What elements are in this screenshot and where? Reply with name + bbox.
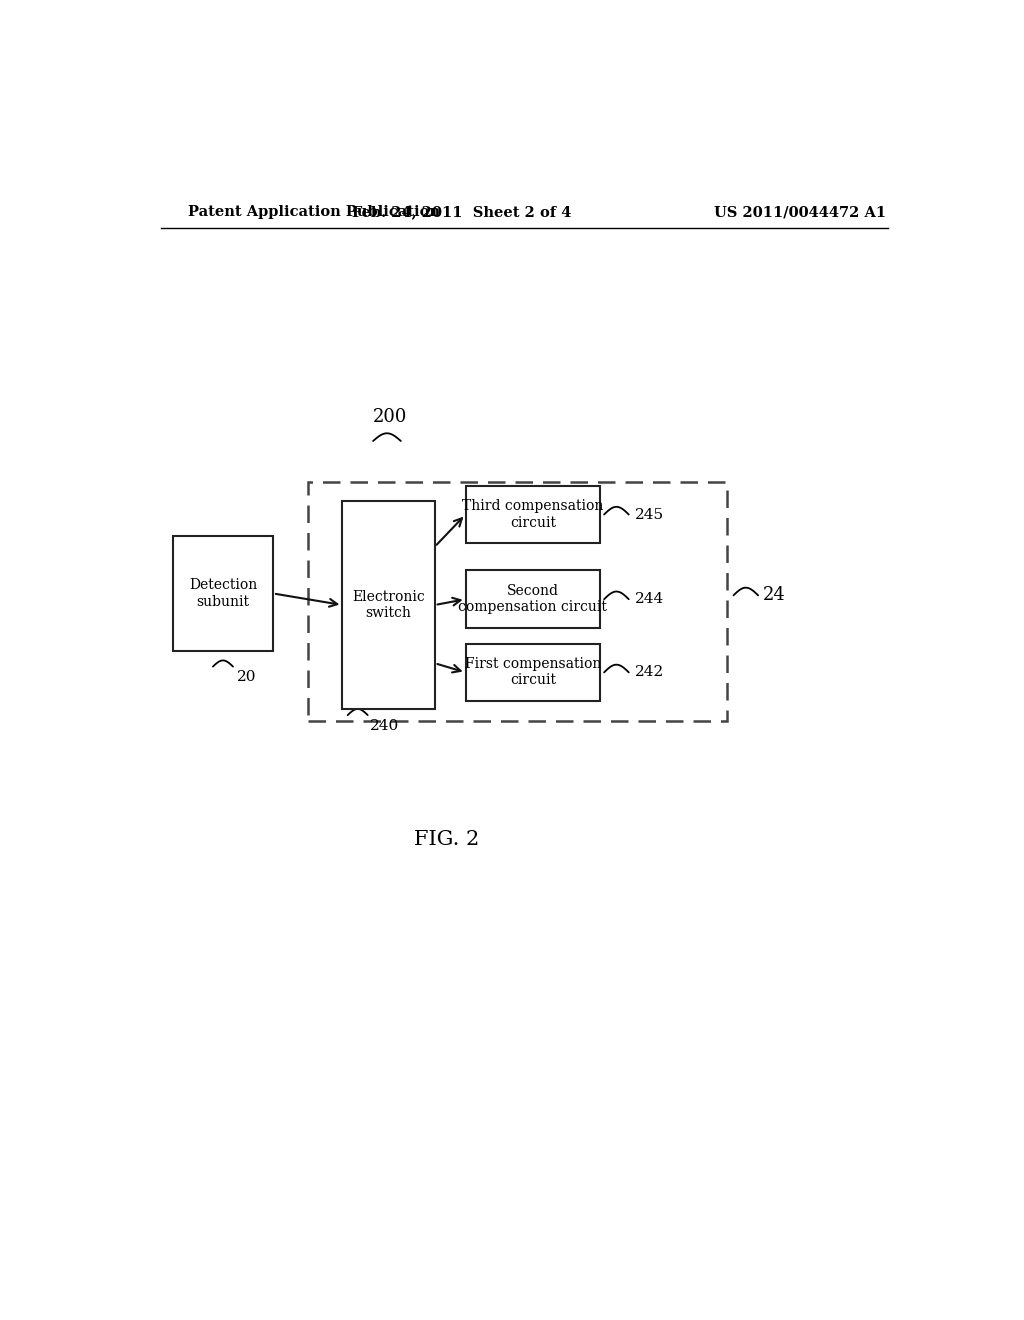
Bar [466,570,600,628]
Text: First compensation
circuit: First compensation circuit [465,657,601,688]
Text: Second
compensation circuit: Second compensation circuit [459,585,607,614]
Text: 24: 24 [763,586,785,605]
Bar [173,536,273,651]
Text: Electronic
switch: Electronic switch [352,590,425,620]
Bar [466,644,600,701]
Bar [307,482,727,721]
Text: 242: 242 [635,665,665,680]
Text: Feb. 24, 2011  Sheet 2 of 4: Feb. 24, 2011 Sheet 2 of 4 [352,206,571,219]
Text: US 2011/0044472 A1: US 2011/0044472 A1 [715,206,887,219]
Bar [342,502,435,709]
Bar [466,486,600,544]
Text: Third compensation
circuit: Third compensation circuit [462,499,603,529]
Text: 245: 245 [635,507,664,521]
Text: 244: 244 [635,593,665,606]
Text: 240: 240 [370,719,399,733]
Text: 20: 20 [237,671,256,685]
Text: Patent Application Publication: Patent Application Publication [188,206,440,219]
Text: FIG. 2: FIG. 2 [414,830,479,849]
Text: Detection
subunit: Detection subunit [188,578,257,609]
Text: 200: 200 [373,408,408,425]
